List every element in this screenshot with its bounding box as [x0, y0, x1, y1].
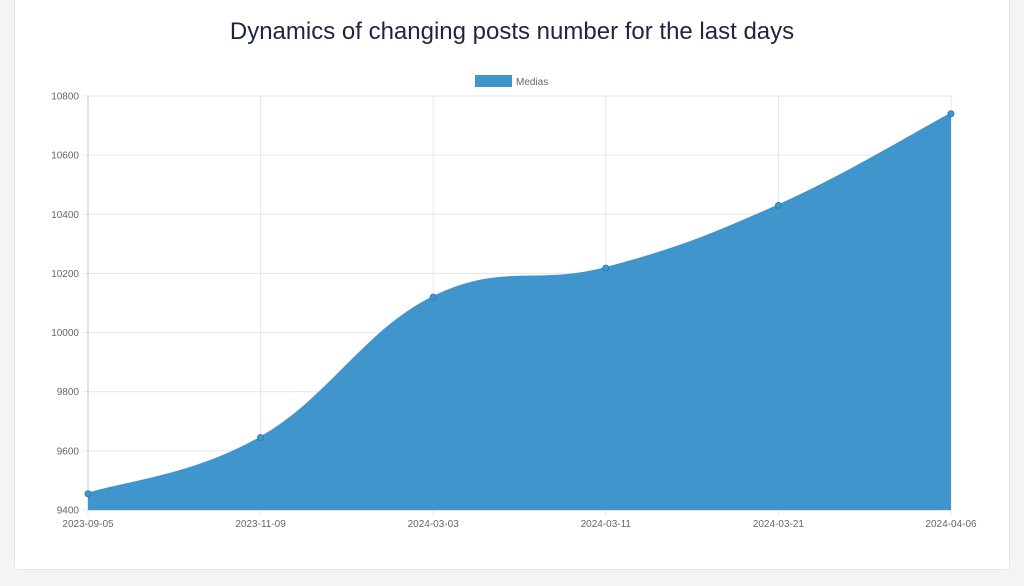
y-tick-label: 9800 — [57, 387, 80, 398]
data-point[interactable] — [84, 490, 92, 498]
y-tick-label: 10400 — [51, 210, 79, 221]
area-fill-medias — [88, 113, 951, 510]
legend[interactable]: Medias — [475, 75, 548, 88]
data-point[interactable] — [257, 434, 265, 442]
chart-title: Dynamics of changing posts number for th… — [229, 18, 795, 45]
data-points — [84, 110, 955, 498]
y-tick-label: 9400 — [57, 506, 80, 517]
x-tick-label: 2024-03-11 — [581, 519, 632, 530]
y-tick-label: 10800 — [51, 92, 79, 103]
y-axis-ticks: 9400 9600 9800 10000 10200 10400 10600 10800 — [51, 92, 79, 517]
legend-label-medias[interactable]: Medias — [516, 77, 548, 88]
data-point[interactable] — [429, 293, 437, 301]
y-tick-label: 10200 — [51, 269, 79, 280]
x-axis-ticks: 2023-09-05 2023-11-09 2024-03-03 2024-03-11… — [62, 519, 977, 530]
y-tick-label: 10600 — [51, 151, 79, 162]
x-tick-label: 2024-03-21 — [753, 519, 805, 530]
x-tick-label: 2024-04-06 — [925, 519, 977, 530]
data-point[interactable] — [947, 110, 955, 118]
y-tick-label: 10000 — [51, 328, 79, 339]
data-point[interactable] — [602, 264, 610, 272]
x-tick-label: 2023-11-09 — [235, 519, 286, 530]
series-line-medias — [87, 112, 952, 495]
y-tick-label: 9600 — [57, 446, 80, 457]
x-tick-label: 2024-03-03 — [408, 519, 460, 530]
data-point[interactable] — [774, 201, 782, 209]
x-tick-label: 2023-09-05 — [62, 519, 114, 530]
legend-swatch-medias[interactable] — [475, 75, 512, 87]
area-layer — [87, 112, 952, 510]
